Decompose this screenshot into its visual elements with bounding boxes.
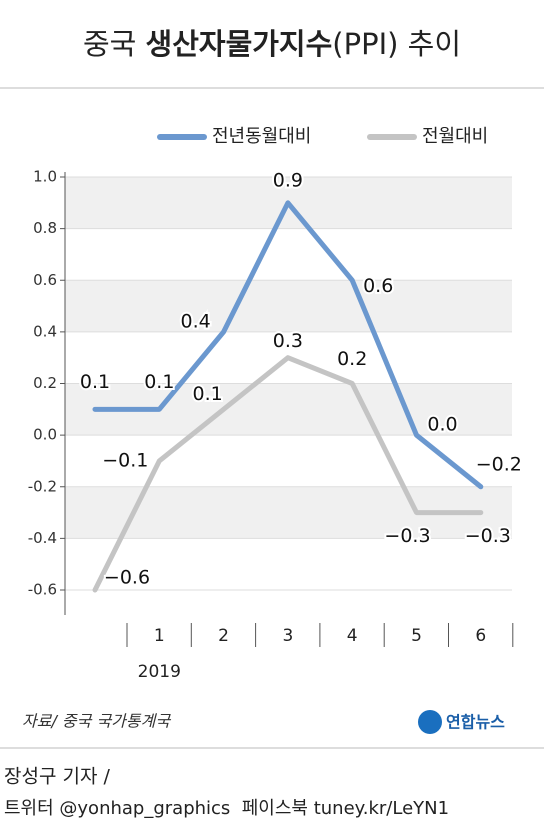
title-part: (PPI) 추이	[332, 27, 461, 61]
data-label: −0.3	[384, 525, 430, 547]
byline: 장성구 기자 /	[4, 766, 110, 788]
grid-band	[65, 280, 512, 332]
data-label: 0.3	[273, 330, 303, 352]
series-line	[92, 355, 484, 593]
y-tick-label: -0.6	[28, 581, 57, 599]
data-label: 0.9	[273, 169, 303, 191]
logo-icon	[418, 710, 442, 734]
x-tick-label: 4	[347, 626, 358, 646]
x-tick-label: 6	[475, 626, 486, 646]
series-line	[92, 200, 484, 490]
x-tick-label: 1	[154, 626, 165, 646]
legend-label: 전월대비	[422, 126, 488, 147]
x-tick-label: 5	[411, 626, 422, 646]
data-label: 0.4	[180, 310, 210, 332]
y-tick-label: 0.8	[33, 219, 57, 237]
y-tick-label: 0.4	[33, 322, 57, 340]
data-label: 0.6	[363, 275, 393, 297]
data-label: −0.6	[104, 567, 150, 589]
y-tick-label: 1.0	[33, 168, 57, 186]
data-label: 0.1	[144, 371, 174, 393]
source: 자료/ 중국 국가통계국	[22, 712, 171, 731]
data-label: −0.1	[102, 449, 148, 471]
social: 트위터 @yonhap_graphics 페이스북 tuney.kr/LeYN1	[4, 798, 449, 819]
y-tick-label: -0.4	[28, 529, 57, 547]
y-tick-label: 0.2	[33, 374, 57, 392]
data-label: −0.3	[465, 525, 511, 547]
title-part: 생산자물가지수	[146, 27, 333, 61]
x-tick-label: 3	[282, 626, 293, 646]
legend-label: 전년동월대비	[212, 126, 311, 147]
logo: 연합뉴스	[446, 713, 505, 732]
data-label: 0.1	[80, 371, 110, 393]
data-label: 0.0	[427, 414, 457, 436]
year-label: 2019	[138, 662, 181, 682]
data-label: 0.2	[337, 348, 367, 370]
chart-title: 중국 생산자물가지수(PPI) 추이	[83, 27, 461, 61]
y-tick-label: 0.0	[33, 426, 57, 444]
y-tick-label: -0.2	[28, 477, 57, 495]
data-label: −0.2	[476, 453, 522, 475]
data-label: 0.1	[192, 383, 222, 405]
title-part: 중국	[83, 27, 146, 61]
y-tick-label: 0.6	[33, 271, 57, 289]
x-tick-label: 2	[218, 626, 229, 646]
